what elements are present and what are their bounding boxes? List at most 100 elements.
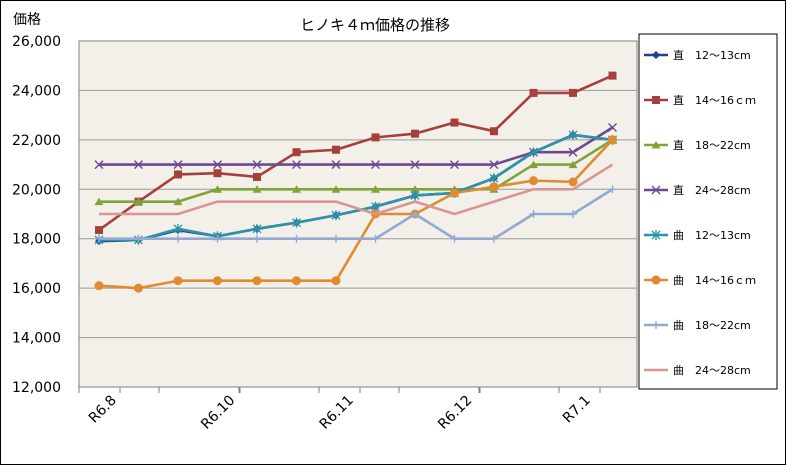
data-point	[253, 172, 261, 181]
data-point	[410, 190, 420, 201]
data-point	[252, 223, 262, 234]
y-tick-label: 24,000	[12, 83, 61, 99]
chart-title: ヒノキ４ｍ価格の推移	[300, 16, 450, 34]
data-point	[652, 96, 660, 104]
data-point	[173, 223, 183, 234]
data-point	[173, 276, 183, 286]
data-point	[134, 197, 143, 206]
data-point	[608, 185, 617, 194]
data-point	[213, 234, 222, 243]
data-point	[331, 276, 341, 286]
series-line	[99, 133, 613, 242]
legend-item: 曲 18～22cm	[644, 319, 751, 332]
data-point	[213, 185, 222, 193]
axes	[78, 41, 637, 393]
data-point	[410, 185, 420, 193]
data-point	[95, 226, 103, 235]
y-axis-label: 価格	[13, 12, 41, 28]
data-point	[529, 210, 538, 218]
series-line	[98, 138, 614, 290]
data-point	[651, 185, 661, 195]
data-point	[608, 123, 617, 132]
y-tick-label: 14,000	[12, 331, 61, 347]
legend-label: 曲 24～28cm	[673, 364, 751, 377]
data-point	[94, 197, 104, 206]
data-point	[410, 160, 420, 170]
data-point	[252, 185, 262, 193]
data-point	[490, 127, 498, 136]
data-point	[569, 88, 577, 97]
legend-item: 直 24～28cm	[644, 183, 751, 197]
data-point	[490, 234, 498, 243]
data-point	[292, 185, 301, 193]
series-line	[99, 163, 614, 216]
x-tick-label: R7.1	[560, 393, 594, 427]
data-point	[332, 145, 340, 154]
series-line	[99, 188, 614, 241]
data-point	[608, 71, 617, 80]
data-point	[174, 234, 182, 243]
data-point	[371, 133, 380, 142]
data-point	[568, 129, 578, 140]
data-point	[652, 321, 660, 329]
data-point	[651, 230, 661, 240]
legend-item: 直 14～16ｃｍ	[644, 93, 756, 107]
legend-box	[638, 33, 778, 390]
x-tick-label: R6.11	[317, 393, 357, 433]
data-point	[651, 275, 661, 285]
data-point	[569, 210, 577, 218]
data-point	[529, 176, 538, 186]
data-point	[450, 188, 459, 198]
data-point	[292, 160, 301, 170]
y-tick-label: 20,000	[12, 182, 61, 198]
data-point	[371, 185, 380, 193]
data-point	[411, 210, 419, 218]
data-point	[529, 147, 538, 158]
legend-label: 直 14～16ｃｍ	[673, 93, 756, 107]
legend-item: 直 12～13cm	[644, 48, 751, 62]
x-tick-label: R6.8	[86, 393, 120, 427]
data-point	[608, 135, 617, 145]
data-point	[173, 160, 183, 170]
data-point	[292, 234, 301, 243]
data-point	[213, 169, 222, 178]
data-point	[252, 160, 262, 170]
x-tick-label: R6.12	[435, 393, 475, 433]
data-point	[331, 185, 341, 193]
series-line	[98, 74, 614, 232]
data-point	[568, 147, 578, 157]
data-point	[95, 234, 103, 243]
legend-item: 曲 24～28cm	[644, 364, 751, 377]
legend-label: 直 24～28cm	[673, 183, 751, 197]
legend: 直 12～13cm 直 14～16ｃｍ 直 18～22cm 直 24～28cm 曲 12…	[638, 33, 778, 390]
data-point	[489, 160, 499, 170]
y-tick-label: 12,000	[12, 380, 61, 396]
legend-label: 直 12～13cm	[673, 48, 751, 62]
data-point	[651, 141, 661, 149]
data-point	[134, 160, 143, 170]
data-point	[450, 160, 459, 170]
data-point	[529, 160, 538, 169]
data-point	[213, 160, 222, 170]
data-point	[134, 234, 143, 243]
y-tick-label: 18,000	[12, 232, 61, 248]
y-tick-labels: 12,000 14,000 16,000 18,000 20,000 22,000 24,0…	[12, 34, 61, 396]
data-point	[489, 182, 499, 192]
series-6	[94, 135, 617, 293]
data-point	[253, 234, 261, 243]
data-point	[411, 129, 419, 138]
data-point	[371, 234, 380, 243]
legend-label: 曲 12～13cm	[673, 229, 751, 242]
data-point	[174, 170, 182, 179]
series-8	[99, 163, 614, 216]
data-point	[450, 118, 459, 127]
series-layer	[94, 71, 617, 293]
y-tick-label: 26,000	[12, 34, 61, 50]
legend-item: 曲 14～16ｃｍ	[644, 274, 756, 287]
data-point	[568, 160, 578, 169]
data-point	[252, 276, 262, 286]
data-point	[568, 177, 578, 187]
series-4	[94, 123, 617, 170]
series-2	[95, 71, 617, 235]
legend-item: 曲 12～13cm	[644, 229, 751, 242]
